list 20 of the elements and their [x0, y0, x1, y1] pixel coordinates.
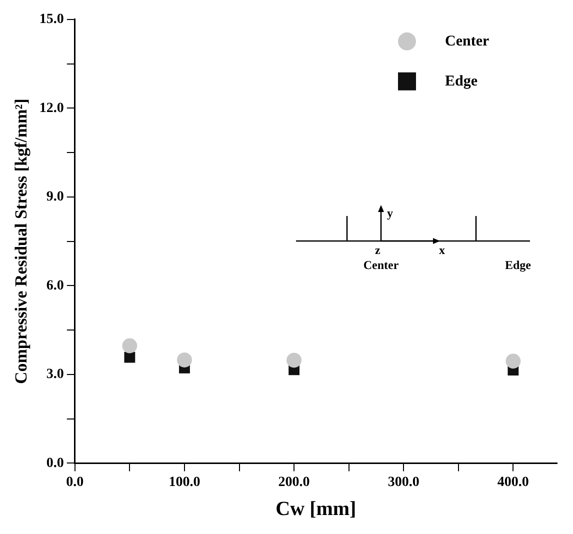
- legend-label: Edge: [445, 73, 478, 90]
- y-tick-label: 9.0: [46, 190, 64, 205]
- annotation: x: [439, 243, 445, 257]
- y-axis-title: Compressive Residual Stress [kgf/mm²]: [12, 98, 31, 384]
- y-tick-label: 6.0: [46, 278, 64, 294]
- y-tick-label: 15.0: [39, 12, 64, 28]
- annotation: z: [375, 243, 381, 257]
- y-tick-label: 12.0: [39, 100, 64, 116]
- annotation: Edge: [504, 258, 532, 272]
- x-tick-label: 0.0: [66, 475, 84, 490]
- x-tick-label: 400.0: [497, 475, 529, 490]
- x-tick-label: 200.0: [278, 475, 310, 490]
- x-axis-title: Cw [mm]: [276, 498, 356, 520]
- x-tick-label: 100.0: [168, 475, 200, 490]
- y-tick-label: 0.0: [46, 456, 64, 471]
- annotation: Center: [363, 258, 400, 272]
- x-tick-label: 300.0: [388, 475, 420, 490]
- y-tick-label: 3.0: [46, 367, 64, 382]
- annotation: y: [387, 206, 393, 220]
- legend-label: Center: [445, 33, 490, 50]
